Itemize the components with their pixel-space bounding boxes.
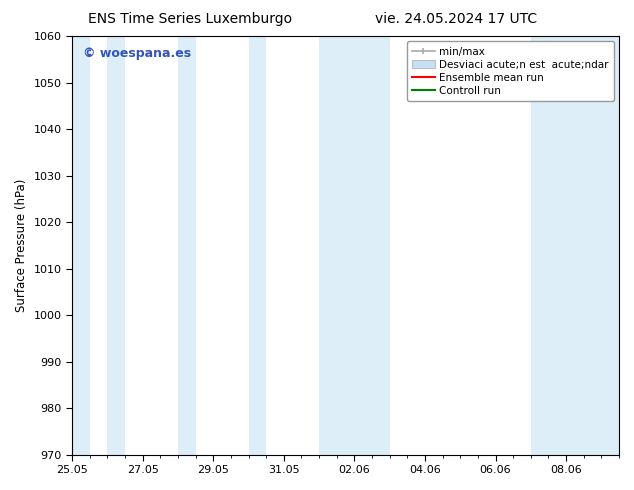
- Bar: [178, 36, 196, 455]
- Bar: [72, 36, 90, 455]
- Text: ENS Time Series Luxemburgo: ENS Time Series Luxemburgo: [88, 12, 292, 26]
- Bar: [319, 36, 390, 455]
- Bar: [107, 36, 125, 455]
- Bar: [249, 36, 266, 455]
- Legend: min/max, Desviaci acute;n est  acute;ndar, Ensemble mean run, Controll run: min/max, Desviaci acute;n est acute;ndar…: [407, 41, 614, 101]
- Text: vie. 24.05.2024 17 UTC: vie. 24.05.2024 17 UTC: [375, 12, 538, 26]
- Y-axis label: Surface Pressure (hPa): Surface Pressure (hPa): [15, 179, 28, 312]
- Text: © woespana.es: © woespana.es: [83, 47, 191, 60]
- Bar: [531, 36, 619, 455]
